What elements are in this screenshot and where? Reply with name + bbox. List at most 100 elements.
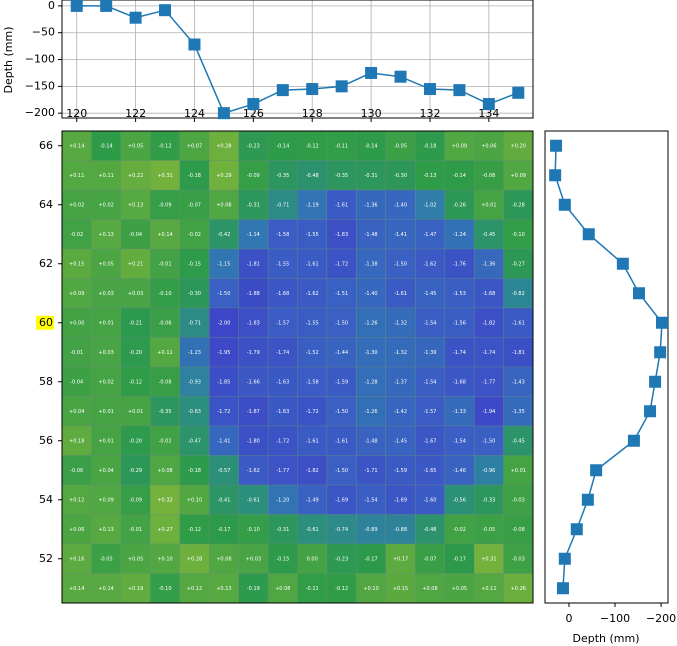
cell-label: +0.12 [69, 497, 84, 503]
cell-label: -1.23 [188, 350, 201, 356]
cell-label: -1.82 [482, 320, 495, 326]
cell-label: -0.06 [70, 468, 83, 474]
heatmap-cell [150, 396, 180, 427]
heatmap-cell [209, 543, 239, 574]
cell-label: -0.10 [159, 291, 172, 297]
y-tick-label: 64 [39, 198, 53, 211]
x-tick-label: 130 [361, 107, 382, 120]
cell-label: -0.10 [512, 232, 525, 238]
heatmap-cell [120, 455, 151, 486]
heatmap-cell [415, 425, 445, 456]
heatmap-cell [267, 189, 298, 220]
cell-label: -0.35 [335, 173, 348, 179]
marker [556, 582, 569, 595]
heatmap-cell [61, 366, 92, 397]
cell-label: -1.36 [365, 202, 378, 208]
heatmap-cell [503, 337, 534, 368]
heatmap-cell [209, 130, 239, 161]
heatmap-cell [326, 366, 357, 397]
heatmap-cell [120, 189, 151, 220]
cell-label: +0.01 [98, 409, 113, 415]
cell-label: -0.14 [276, 143, 289, 149]
cell-label: -0.89 [365, 527, 378, 533]
heatmap-cell [326, 455, 357, 486]
heatmap-cell [179, 337, 210, 368]
marker [247, 98, 260, 111]
cell-label: -0.93 [188, 379, 201, 385]
cell-label: -0.33 [482, 497, 495, 503]
cell-label: -1.41 [394, 232, 407, 238]
cell-label: -1.14 [247, 232, 260, 238]
heatmap-cell [415, 337, 445, 368]
heatmap-cell [356, 278, 386, 309]
cell-label: +0.09 [69, 291, 84, 297]
cell-label: -0.04 [129, 232, 142, 238]
cell-label: -1.49 [306, 497, 319, 503]
heatmap-cell [91, 543, 122, 574]
cell-label: -1.50 [482, 438, 495, 444]
cell-label: -0.20 [129, 350, 142, 356]
marker [581, 493, 594, 506]
heatmap-cell [444, 160, 475, 191]
heatmap-cell [415, 543, 445, 574]
x-tick-label: −200 [646, 612, 676, 625]
cell-label: -1.63 [276, 379, 289, 385]
heatmap-cell [120, 130, 151, 161]
cell-label: -1.68 [453, 379, 466, 385]
x-axis-label: Depth (mm) [572, 632, 639, 645]
heatmap-cell [444, 278, 475, 309]
cell-label: -1.45 [424, 291, 437, 297]
heatmap-cell [473, 543, 504, 574]
marker [482, 98, 495, 111]
cell-label: -1.53 [453, 291, 466, 297]
cell-label: +0.17 [393, 556, 408, 562]
cell-label: -0.08 [159, 379, 172, 385]
cell-label: -0.27 [512, 261, 525, 267]
cell-label: -1.79 [247, 350, 260, 356]
cell-label: -0.42 [217, 232, 230, 238]
cell-label: -1.50 [394, 261, 407, 267]
heatmap-cell [444, 455, 475, 486]
cell-label: -0.04 [70, 379, 83, 385]
heatmap-cell [238, 366, 269, 397]
heatmap-cell [267, 396, 298, 427]
cell-label: +0.19 [128, 586, 143, 592]
cell-label: -0.35 [276, 173, 289, 179]
cell-label: -0.23 [335, 556, 348, 562]
cell-label: -1.65 [424, 468, 437, 474]
marker [632, 287, 645, 300]
cell-label: -0.09 [247, 173, 260, 179]
cell-label: -1.51 [335, 291, 348, 297]
heatmap-cell [179, 455, 210, 486]
y-tick-label: 0 [48, 0, 55, 12]
cell-label: -1.69 [335, 497, 348, 503]
heatmap-cell [503, 455, 534, 486]
cell-label: -1.28 [365, 379, 378, 385]
cell-label: -1.15 [217, 261, 230, 267]
cell-label: -0.08 [512, 527, 525, 533]
heatmap-cell [179, 189, 210, 220]
heatmap-cell [91, 307, 122, 338]
y-tick-label: 60 [39, 316, 53, 329]
cell-label: +0.06 [481, 143, 496, 149]
heatmap-cell [267, 573, 298, 604]
cell-label: -1.68 [482, 291, 495, 297]
cell-label: +0.10 [187, 497, 202, 503]
cell-label: -1.66 [247, 379, 260, 385]
line [76, 5, 519, 115]
cell-label: 0.00 [307, 556, 318, 562]
cell-label: +0.09 [511, 173, 526, 179]
cell-label: -0.10 [159, 586, 172, 592]
cell-label: +0.09 [452, 143, 467, 149]
cell-label: +0.07 [187, 143, 202, 149]
cell-label: +0.28 [187, 556, 202, 562]
cell-label: -0.21 [129, 320, 142, 326]
heatmap-cell [91, 189, 122, 220]
cell-label: -1.72 [335, 261, 348, 267]
heatmap-cell [238, 248, 269, 279]
cell-label: -1.41 [217, 438, 230, 444]
cell-label: -0.06 [159, 320, 172, 326]
marker [306, 83, 319, 96]
cell-label: -0.12 [335, 586, 348, 592]
heatmap-cell [150, 248, 180, 279]
